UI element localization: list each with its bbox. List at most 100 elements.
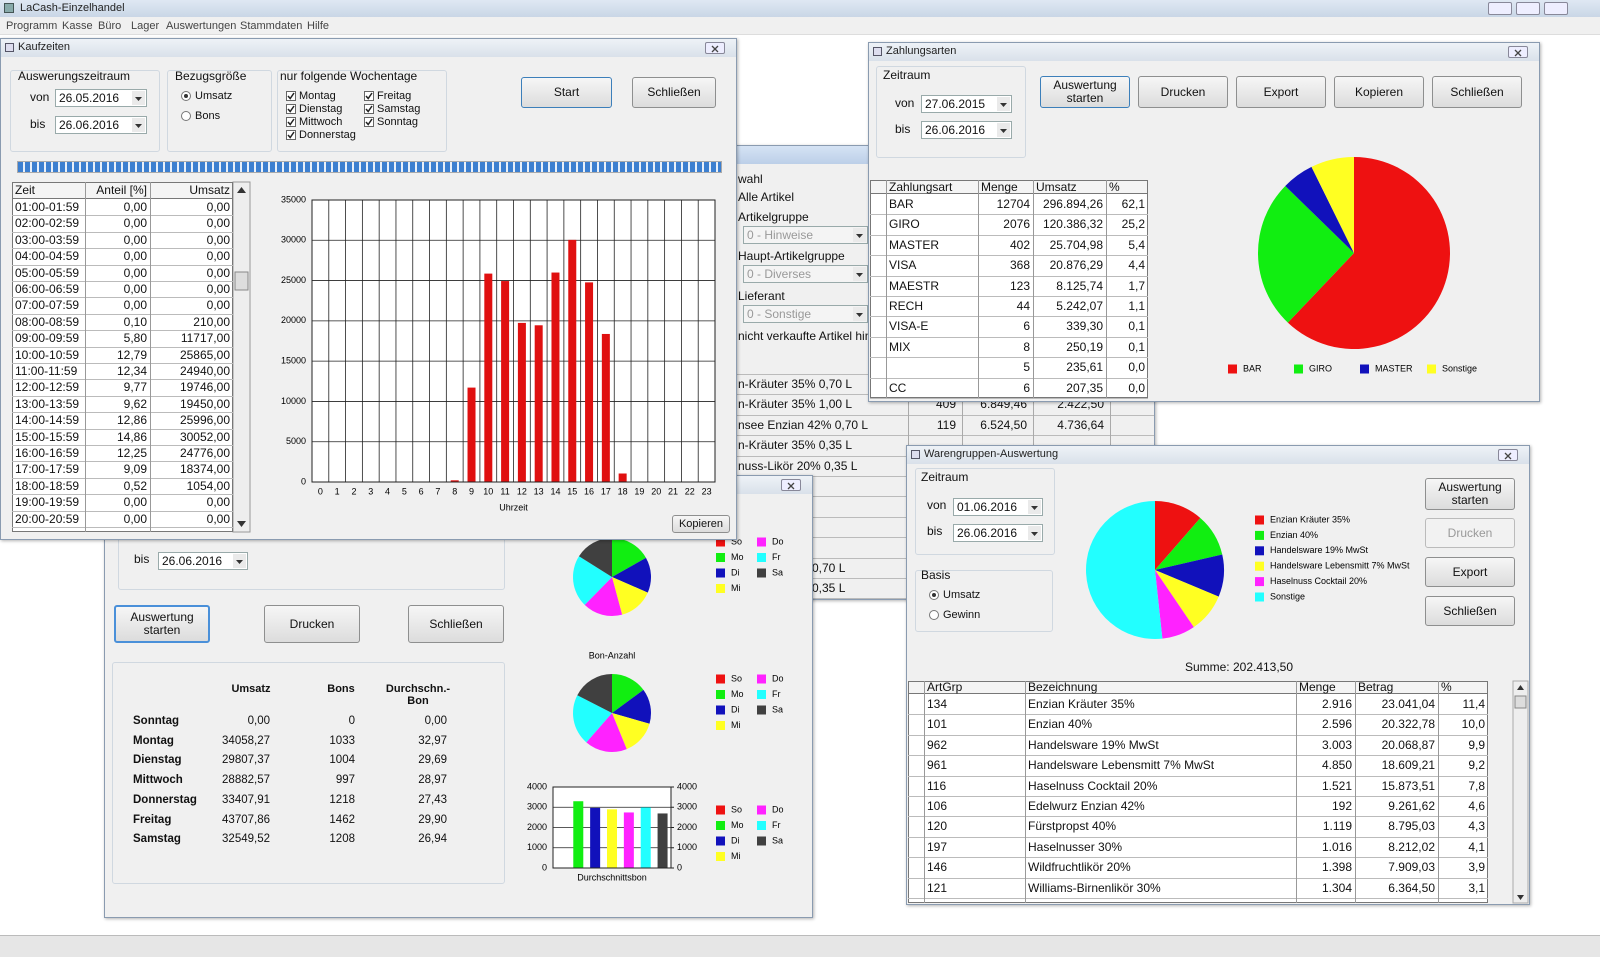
label: Zeitraum — [921, 470, 969, 484]
menu-item[interactable]: Auswertungen — [166, 20, 237, 32]
dropdown[interactable]: 26.06.2016 — [158, 552, 248, 570]
menu-item[interactable]: Programm — [6, 20, 58, 32]
menu-item[interactable]: Büro — [98, 20, 122, 32]
menu-item[interactable]: Stammdaten — [240, 20, 303, 32]
window-control[interactable] — [1516, 2, 1540, 15]
menu-item[interactable]: Hilfe — [307, 20, 330, 32]
button[interactable]: Auswertung starten — [1040, 76, 1130, 108]
button[interactable]: Export — [1425, 557, 1515, 587]
checkbox[interactable] — [286, 117, 296, 127]
row-line — [908, 877, 1488, 879]
legend-swatch — [716, 705, 725, 715]
x-tick-label: 17 — [601, 486, 611, 496]
checkbox[interactable] — [364, 91, 374, 101]
arrow-shape — [1031, 532, 1038, 536]
dropdown[interactable]: 0 - Diverses — [743, 265, 868, 283]
radio-button[interactable] — [929, 610, 939, 620]
table-cell: 43707,86 — [222, 813, 270, 826]
row-line — [908, 734, 1488, 736]
table-cell: 120.386,32 — [1042, 217, 1103, 232]
label: nsee Enzian 42% 0,70 L — [738, 417, 869, 432]
checkbox[interactable] — [364, 117, 374, 127]
button[interactable]: Start — [521, 77, 612, 108]
table-cell: 1.016 — [1321, 839, 1352, 854]
legend-swatch — [757, 821, 766, 830]
table-cell: 25.704,98 — [1049, 237, 1103, 252]
checkbox[interactable] — [286, 104, 296, 114]
table-cell: 0,00 — [206, 216, 230, 231]
dropdown[interactable]: 0 - Sonstige — [743, 305, 868, 323]
label: Haupt-Artikelgruppe — [738, 249, 845, 263]
pie-slice — [578, 538, 612, 577]
button[interactable]: Schließen — [408, 605, 504, 643]
bar — [640, 807, 651, 868]
button[interactable]: Drucken — [264, 605, 360, 643]
legend-label: Fr — [772, 689, 781, 699]
checkbox[interactable] — [286, 91, 296, 101]
button[interactable]: Drucken — [1425, 518, 1515, 548]
button[interactable]: Schließen — [1432, 76, 1522, 108]
table-cell: MASTER — [889, 237, 940, 252]
arrow-icon — [856, 234, 863, 238]
zahlungsarten-window: Zahlungsarten BAR GIRO MASTER Sonstige Zeitra… — [868, 42, 1540, 402]
pie-slice — [612, 538, 646, 577]
close-cross — [787, 482, 795, 490]
legend-swatch — [1255, 515, 1264, 525]
arrow-icon — [1031, 532, 1038, 536]
table-cell: 119 — [936, 417, 956, 432]
close-button[interactable] — [1498, 449, 1518, 461]
close-button[interactable] — [1508, 46, 1528, 58]
x-tick-label: 9 — [469, 486, 474, 496]
label: Dienstag — [299, 103, 343, 115]
label: Bons — [195, 110, 221, 122]
dropdown[interactable]: 26.05.2016 — [55, 89, 147, 107]
legend-swatch — [716, 674, 725, 684]
pie-slice — [612, 674, 644, 713]
dropdown[interactable]: 26.06.2016 — [921, 121, 1012, 139]
dropdown[interactable]: 01.06.2016 — [953, 498, 1043, 516]
table-cell: 26,94 — [418, 833, 447, 846]
dropdown[interactable]: 26.06.2016 — [55, 116, 147, 134]
label: Umsatz — [195, 90, 233, 102]
checkbox[interactable] — [286, 130, 296, 140]
column-header: Umsatz — [231, 683, 271, 695]
legend-swatch — [716, 805, 725, 815]
pie-slice — [612, 577, 648, 615]
table-cell: 8.125,74 — [1056, 278, 1103, 293]
menu-item[interactable]: Kasse — [62, 20, 93, 32]
button[interactable]: Schließen — [632, 77, 716, 108]
arrow-icon — [1031, 506, 1038, 510]
row-line — [908, 857, 1488, 859]
column-header: Umsatz — [189, 183, 230, 197]
close-button[interactable] — [705, 42, 725, 54]
legend-label: Enzian 40% — [1270, 530, 1318, 540]
button[interactable]: Schließen — [1425, 596, 1515, 626]
table-cell: 0,00 — [123, 232, 147, 247]
radio-button[interactable] — [181, 91, 191, 101]
table-cell: 0,00 — [206, 249, 230, 264]
checkbox[interactable] — [364, 104, 374, 114]
bar — [484, 273, 493, 482]
table-cell: 11717,00 — [180, 331, 230, 346]
dropdown[interactable]: 27.06.2015 — [921, 95, 1012, 113]
radio-button[interactable] — [929, 590, 939, 600]
row-line — [12, 215, 233, 217]
label: n-Kräuter 35% 0,35 L — [738, 438, 853, 453]
button[interactable]: Kopieren — [672, 515, 730, 533]
row-line — [12, 445, 233, 446]
label: Gewinn — [943, 609, 981, 621]
button[interactable]: Auswertung starten — [114, 605, 210, 643]
button[interactable]: Export — [1236, 76, 1326, 108]
table-cell: 27,43 — [418, 793, 447, 806]
button[interactable]: Kopieren — [1334, 76, 1424, 108]
radio-button[interactable] — [181, 111, 191, 121]
window-control[interactable] — [1544, 2, 1568, 15]
menu-item[interactable]: Lager — [131, 20, 160, 32]
arrow-shape — [1000, 103, 1007, 107]
dropdown[interactable]: 0 - Hinweise — [743, 226, 868, 244]
dropdown[interactable]: 26.06.2016 — [953, 524, 1043, 542]
window-control[interactable] — [1488, 2, 1512, 15]
button[interactable]: Auswertung starten — [1425, 478, 1515, 510]
close-button[interactable] — [781, 479, 801, 491]
button[interactable]: Drucken — [1138, 76, 1228, 108]
